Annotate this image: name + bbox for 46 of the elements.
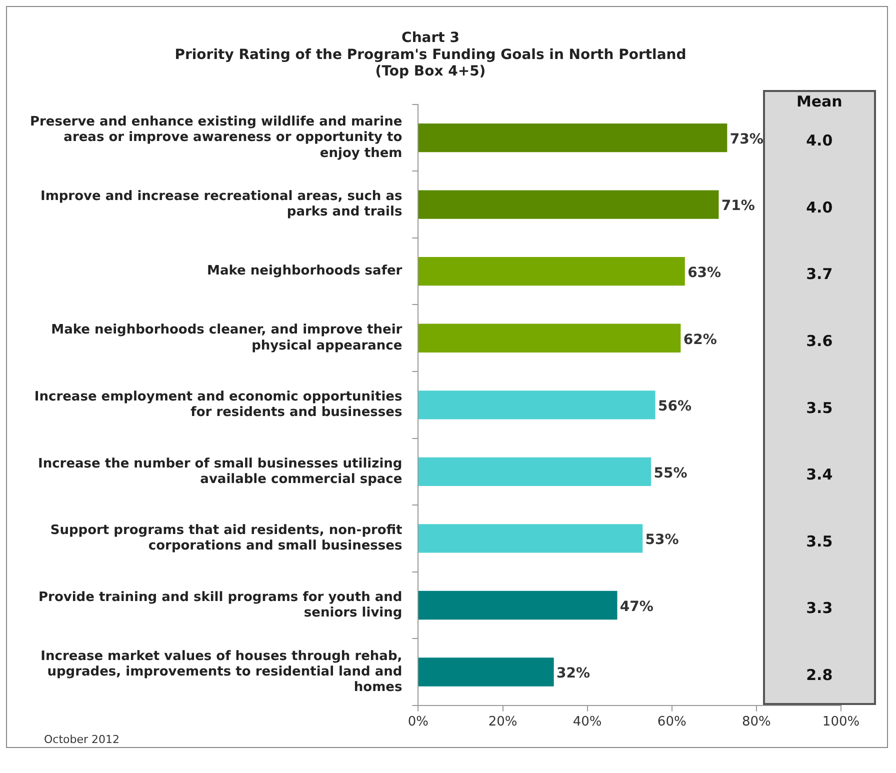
bar [418, 257, 685, 286]
annotation: 3.3 [806, 599, 833, 618]
text: October 2012 [44, 732, 120, 746]
bar [418, 190, 719, 219]
y-tick-label: Increase market values of houses through rehab, upgrades, improvements to residential land and homes [40, 648, 402, 695]
chart-title: Chart 3 [402, 30, 460, 46]
data-label: 47% [620, 598, 654, 615]
annotation: 3.7 [806, 265, 833, 284]
annotation: 3.4 [806, 466, 833, 484]
annotation: 4.0 [806, 198, 833, 216]
y-tick-label: Preserve and enhance existing wildlife and marine areas or improve awareness or opportunity to enjoy them [30, 114, 402, 161]
chart-subtitle: Priority Rating of the Program's Funding Goals in North Portland (Top Box 4+5) [174, 46, 686, 80]
y-tick-label: Support programs that aid residents, non-profit corporations and small businesses [50, 523, 402, 554]
bar [418, 457, 652, 486]
x-tick-label: 100% [822, 714, 860, 730]
y-tick-label: Make neighborhoods cleaner, and improve their physical appearance [51, 322, 403, 354]
y-tick-label: Provide training and skill programs for youth and seniors living [38, 590, 402, 620]
annotation: 4.0 [806, 132, 833, 150]
data-label: 73% [730, 131, 764, 148]
annotation: 3.5 [806, 398, 833, 417]
y-tick-label: Increase the number of small businesses utilizing available commercial space [38, 456, 402, 487]
bar [418, 524, 643, 553]
bar [418, 658, 554, 686]
x-tick-label: 0% [408, 714, 429, 730]
bar [418, 590, 618, 620]
x-tick-label: 40% [572, 714, 602, 730]
y-tick-label: Improve and increase recreational areas, such as parks and trails [40, 189, 402, 220]
data-label: 55% [654, 465, 688, 482]
x-tick-label: 60% [657, 714, 686, 730]
annotation: 3.6 [806, 332, 833, 350]
data-label: 71% [721, 198, 755, 214]
x-tick-label: 20% [488, 714, 518, 730]
annotation: Mean [796, 92, 842, 110]
annotation: 3.5 [806, 532, 833, 550]
bar [418, 123, 728, 152]
data-label: 63% [688, 264, 722, 281]
data-label: 62% [683, 332, 717, 348]
y-tick-label: Make neighborhoods safer [207, 264, 403, 279]
y-tick-label: Increase employment and economic opportunities for residents and businesses [34, 389, 402, 420]
x-tick-label: 80% [742, 714, 771, 730]
bar [418, 324, 681, 352]
data-label: 56% [658, 398, 692, 415]
data-label: 53% [645, 532, 679, 548]
bar [418, 390, 656, 420]
annotation: 2.8 [806, 666, 833, 684]
data-label: 32% [556, 666, 590, 682]
